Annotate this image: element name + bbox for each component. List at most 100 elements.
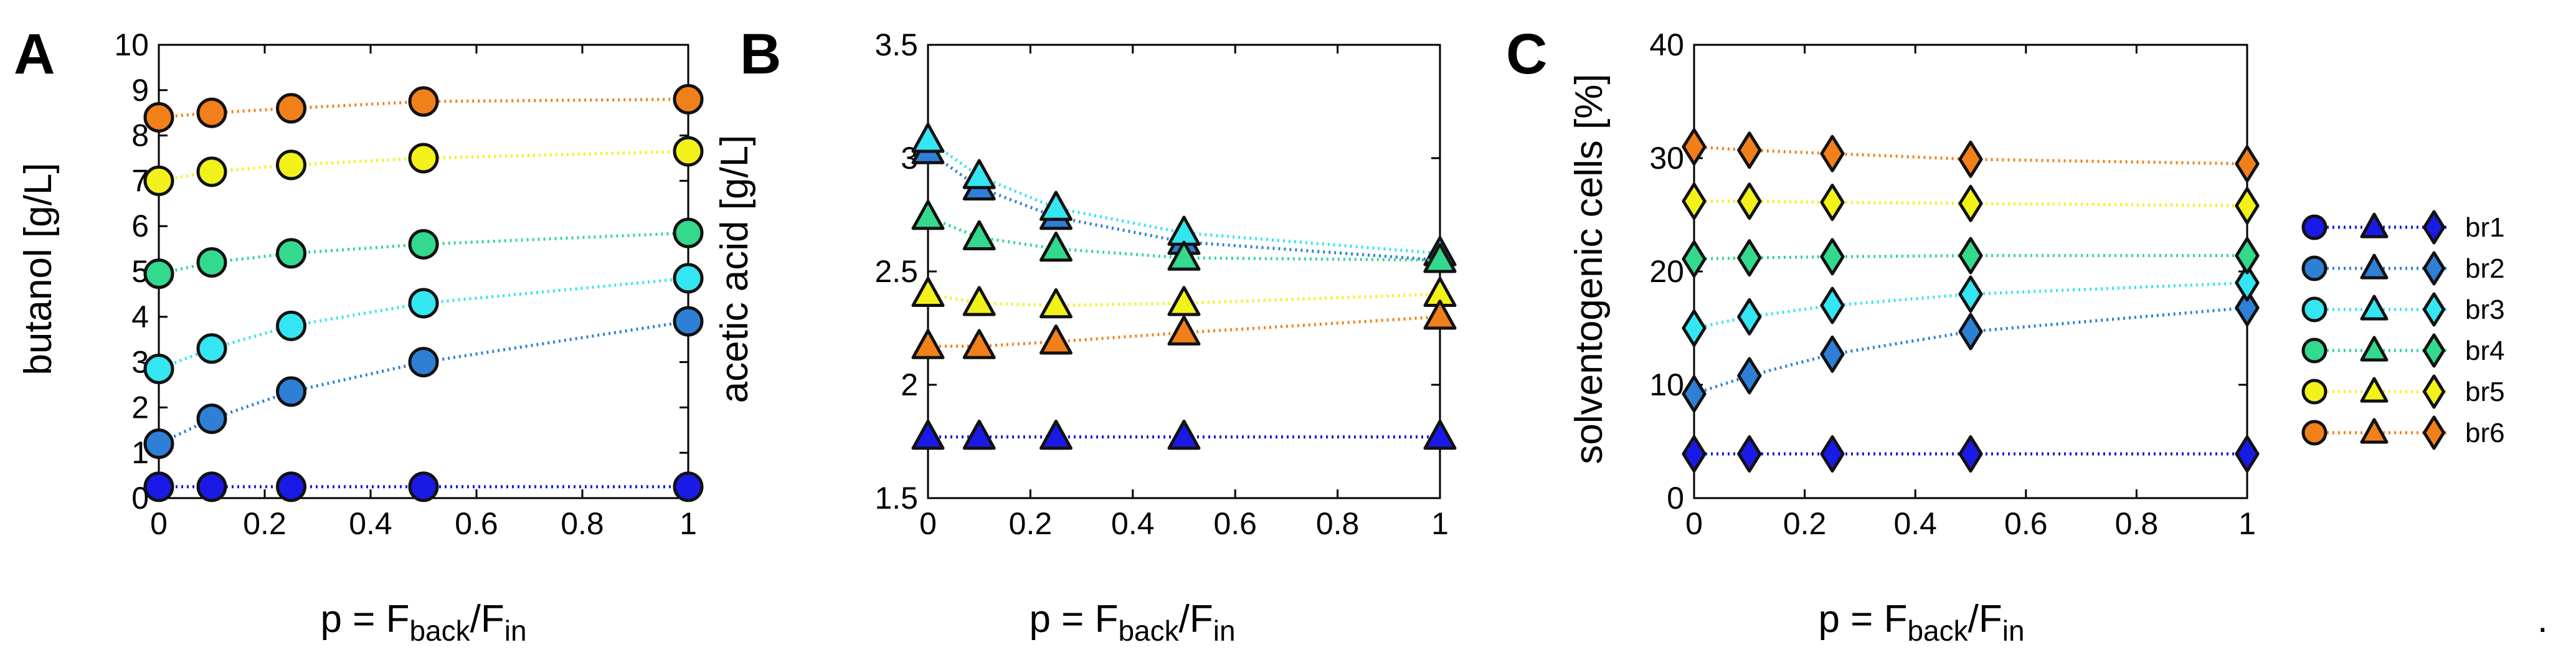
legend-label-br2: br2 <box>2465 253 2505 284</box>
panel-b-series-line-br6 <box>928 315 1441 348</box>
panel-b-point-br3-3 <box>1167 215 1201 246</box>
legend-marker-br6-circle <box>2301 420 2327 446</box>
panel-c-xtick-label: 0 <box>1685 506 1703 541</box>
legend-marker-br5-diamond <box>2422 374 2446 409</box>
legend-marker-br4-circle <box>2301 337 2327 364</box>
panel-a-point-br6-1 <box>196 97 227 128</box>
panel-b-ytick-label: 3.5 <box>874 27 918 62</box>
legend-marker-br3-circle <box>2301 296 2327 323</box>
panel-a-point-br2-3 <box>408 347 439 378</box>
panel-a-ytick-label: 9 <box>131 73 149 108</box>
panel-b-point-br3-0 <box>911 123 945 153</box>
panel-c-point-br4-2 <box>1820 238 1845 276</box>
panel-b: B acetic acid [g/L] p = Fback/Fin 0 0.2 0.… <box>713 22 1457 647</box>
panel-b-ytick-label: 2.5 <box>874 254 918 289</box>
panel-a-point-br3-0 <box>143 354 174 385</box>
panel-c-point-br4-0 <box>1682 240 1707 278</box>
panel-b-point-br4-1 <box>962 220 996 251</box>
panel-c-point-br3-3 <box>1958 275 1983 313</box>
panel-a-xtick-label: 0.2 <box>243 506 286 541</box>
panel-a-point-br3-1 <box>196 333 227 364</box>
panel-a-point-br4-2 <box>276 238 306 269</box>
panel-b-ytick-label: 2 <box>901 367 918 402</box>
panel-c-point-br2-4 <box>2235 289 2260 327</box>
legend-label-br6: br6 <box>2465 418 2505 448</box>
panel-a-point-br2-4 <box>673 306 704 337</box>
panel-c-point-br6-2 <box>1820 134 1845 172</box>
panel-a-point-br5-2 <box>276 149 306 181</box>
panel-a-point-br4-3 <box>408 229 439 260</box>
panel-a-point-br1-0 <box>143 471 174 502</box>
panel-c-point-br5-1 <box>1737 182 1762 220</box>
panel-b-point-br5-0 <box>911 276 945 308</box>
panel-c-ylabel: solventogenic cells [%] <box>1568 73 1611 464</box>
panel-c-point-br6-1 <box>1737 131 1762 169</box>
panel-a-point-br5-1 <box>196 156 227 187</box>
panel-a-xtick-label: 0.6 <box>455 506 498 541</box>
panel-a-xtick-label: 0.8 <box>561 506 604 541</box>
panel-a-xtick-label: 0 <box>150 506 168 541</box>
panel-a-xtick-label: 0.4 <box>349 506 392 541</box>
panel-a-point-br6-3 <box>408 86 439 117</box>
panel-a-letter: A <box>14 22 55 86</box>
panel-a-point-br6-4 <box>673 83 704 115</box>
legend-marker-br5-circle <box>2301 379 2327 405</box>
panel-c-point-br3-0 <box>1682 309 1707 347</box>
panel-c-ytick-label: 0 <box>1667 481 1684 516</box>
panel-a: A butanol [g/L] p = Fback/Fin 0 0.2 0.4 0.6… <box>14 22 704 647</box>
panel-c-point-br1-2 <box>1820 435 1845 473</box>
panel-c-ytick-label: 30 <box>1649 141 1684 176</box>
panel-a-point-br1-1 <box>196 471 227 502</box>
panel-b-xtick-label: 0.6 <box>1213 506 1257 541</box>
panel-c: C solventogenic cells [%] p = Fback/Fin … <box>1506 22 2260 647</box>
panel-b-xtick-label: 0 <box>919 506 937 541</box>
panel-a-point-br4-1 <box>196 247 227 278</box>
panel-a-series-line-br5 <box>158 149 689 182</box>
panel-c-xlabel: p = Fback/Fin <box>1818 598 2024 647</box>
panel-a-ytick-label: 2 <box>131 390 149 425</box>
panel-b-point-br3-1 <box>962 159 996 189</box>
panel-b-point-br1-0 <box>911 420 945 450</box>
panel-a-ytick-label: 6 <box>131 209 149 243</box>
panel-a-point-br5-0 <box>143 165 174 196</box>
legend-marker-br3-triangle <box>2360 295 2389 321</box>
legend-label-br3: br3 <box>2465 295 2505 325</box>
panel-b-point-br6-3 <box>1167 315 1201 346</box>
legend-marker-br2-circle <box>2301 255 2327 281</box>
panel-a-point-br6-2 <box>276 93 306 124</box>
panel-c-point-br3-1 <box>1737 298 1762 336</box>
panel-b-xtick-label: 0.4 <box>1111 506 1155 541</box>
panel-c-xtick-label: 1 <box>2238 506 2256 541</box>
legend-marker-br1-diamond <box>2422 210 2446 245</box>
panel-b-ylabel-group: acetic acid [g/L] <box>713 135 756 403</box>
panel-c-point-br1-1 <box>1737 435 1762 473</box>
panel-c-ytick-label: 40 <box>1649 27 1684 62</box>
panel-b-point-br1-1 <box>962 420 996 450</box>
panel-b-xtick-label: 1 <box>1431 506 1449 541</box>
panel-a-point-br1-4 <box>673 471 704 502</box>
legend-label-br1: br1 <box>2465 212 2505 243</box>
legend-marker-br2-triangle <box>2360 253 2389 280</box>
legend-marker-br1-circle <box>2301 214 2327 240</box>
panel-c-xtick-label: 0.2 <box>1783 506 1827 541</box>
panel-b-point-br4-2 <box>1039 231 1073 262</box>
panel-c-point-br2-3 <box>1958 313 1983 351</box>
panel-a-xtick-label: 1 <box>680 506 697 541</box>
legend-marker-br1-triangle <box>2360 212 2389 238</box>
panel-c-ytick-label: 10 <box>1649 367 1684 402</box>
panel-a-ytick-label: 10 <box>114 27 149 62</box>
panel-a-point-br4-4 <box>673 217 704 248</box>
panel-c-point-br4-1 <box>1737 239 1762 277</box>
panel-c-point-br4-4 <box>2235 237 2260 275</box>
panel-b-xlabel: p = Fback/Fin <box>1029 598 1235 647</box>
panel-c-point-br1-0 <box>1682 435 1707 473</box>
panel-b-point-br6-0 <box>911 329 945 359</box>
panel-c-point-br6-0 <box>1682 128 1707 166</box>
panel-a-point-br2-0 <box>143 428 174 459</box>
panel-b-letter: B <box>740 22 781 86</box>
panel-a-point-br3-3 <box>408 288 439 319</box>
legend-label-br5: br5 <box>2465 377 2505 407</box>
legend-marker-br2-diamond <box>2422 251 2446 286</box>
panel-c-point-br5-4 <box>2235 187 2260 225</box>
